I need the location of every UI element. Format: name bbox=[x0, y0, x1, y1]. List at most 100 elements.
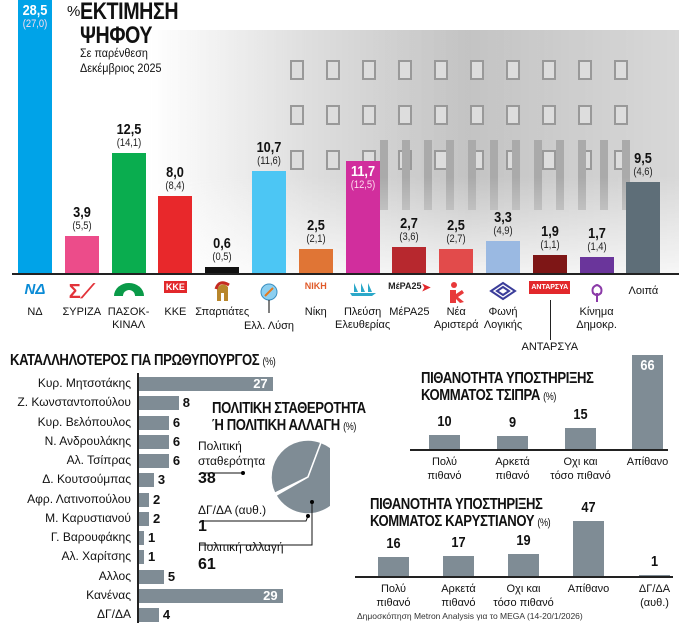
party-bar bbox=[626, 182, 661, 273]
pm-bar bbox=[139, 569, 164, 584]
column-category-label: Αρκετά πιθανό bbox=[472, 455, 553, 483]
nd-logo-icon: ΝΔ bbox=[24, 281, 46, 298]
percent-sign: % bbox=[67, 3, 81, 20]
subtitle-line: Δεκέμβριος 2025 bbox=[80, 61, 162, 75]
category-line: Οχι και bbox=[506, 583, 541, 595]
pm-axis-line bbox=[137, 373, 139, 623]
pm-candidate-label: Δ. Κουτσούμπας bbox=[42, 472, 131, 487]
spartan-helmet-icon bbox=[197, 281, 247, 305]
column-value-label: 66 bbox=[640, 357, 655, 375]
karystianou-title-line: ΚΟΜΜΑΤΟΣ ΚΑΡΥΣΤΙΑΝΟΥ bbox=[370, 513, 535, 530]
pie-leader-dot bbox=[241, 471, 245, 475]
building-column bbox=[446, 140, 454, 210]
category-line: Πολύ bbox=[431, 456, 458, 468]
building-window bbox=[290, 105, 304, 125]
party-name-label: Λοιπά bbox=[606, 285, 679, 298]
party-bar bbox=[158, 196, 193, 273]
party-previous-value-label: (5,5) bbox=[72, 219, 92, 232]
pm-candidate-label: Ζ. Κωνσταντοπούλου bbox=[17, 395, 131, 410]
party-value-label: 2,5 bbox=[306, 217, 325, 235]
party-name-label: ΜέΡΑ25 bbox=[372, 306, 446, 319]
party-name-label: ΠΑΣΟΚ- ΚΙΝΑΛ bbox=[92, 306, 166, 332]
source-note: Δημοσκόπηση Metron Analysis για το MEGA … bbox=[357, 611, 583, 621]
party-name-label: ΑΝΤΑΡΣΥΑ bbox=[513, 341, 587, 354]
tsipras-title-line: ΚΟΜΜΑΤΟΣ ΤΣΙΠΡΑ bbox=[421, 387, 540, 404]
building-window bbox=[398, 105, 412, 125]
party-name-line: Πλεύση bbox=[343, 306, 382, 318]
party-bar bbox=[439, 249, 474, 273]
pie-leader-dot bbox=[310, 500, 314, 504]
antarsya-leader-line bbox=[549, 300, 551, 340]
pm-candidate-label: Ν. Ανδρουλάκης bbox=[44, 433, 131, 448]
column-bar bbox=[429, 434, 460, 449]
pie-chart bbox=[200, 439, 330, 546]
column-value-label: 19 bbox=[516, 531, 531, 549]
party-name-label: Ελλ. Λύση bbox=[232, 320, 306, 333]
column-bar bbox=[508, 553, 539, 576]
party-bar bbox=[486, 241, 520, 273]
pm-candidate-label: Αφρ. Λατινοπούλου bbox=[27, 491, 131, 506]
column-bar bbox=[639, 574, 670, 576]
pm-title-unit: (%) bbox=[262, 356, 276, 368]
main-title: ΕΚΤΙΜΗΣΗ ΨΗΦΟΥ bbox=[80, 0, 179, 49]
x-axis-line bbox=[12, 273, 679, 275]
party-previous-value-label: (4,9) bbox=[493, 225, 513, 238]
building-window bbox=[326, 60, 340, 80]
building-column bbox=[512, 140, 520, 210]
plefsi-ships-icon bbox=[338, 281, 388, 305]
pm-bar bbox=[139, 415, 169, 430]
subtitle-line: Σε παρένθεση bbox=[80, 46, 148, 60]
parliament-building-photo bbox=[150, 30, 679, 275]
column-value-label: 1 bbox=[650, 552, 659, 570]
pm-chart-title: ΚΑΤΑΛΛΗΛΟΤΕΡΟΣ ΓΙΑ ΠΡΩΘΥΠΟΥΡΓΟΣ (%) bbox=[10, 352, 276, 370]
category-line: Αρκετά bbox=[495, 456, 530, 468]
party-name-line: Κίνημα bbox=[579, 306, 614, 318]
category-line: Απίθανο bbox=[567, 583, 610, 595]
party-name-line: ΜέΡΑ25 bbox=[389, 306, 430, 318]
kinima-dimokr-flower-icon bbox=[572, 281, 622, 305]
building-window bbox=[506, 60, 520, 80]
category-line: Απίθανο bbox=[626, 456, 669, 468]
building-column bbox=[534, 140, 542, 210]
party-name-line: Σπαρτιάτες bbox=[195, 306, 250, 318]
pm-value-label: 27 bbox=[253, 376, 268, 391]
party-name-line: Φωνή bbox=[488, 306, 518, 318]
category-line: Αρκετά bbox=[441, 583, 476, 595]
column-category-label: Πολύ πιθανό bbox=[353, 582, 434, 610]
category-line: πιθανό bbox=[376, 597, 411, 609]
party-value-label: 2,7 bbox=[400, 215, 419, 233]
pm-bar bbox=[139, 396, 179, 411]
building-column bbox=[424, 140, 432, 210]
column-bar bbox=[378, 557, 409, 576]
party-name-label: Φωνή Λογικής bbox=[466, 306, 540, 332]
party-previous-value-label: (1,4) bbox=[586, 240, 607, 253]
category-line: ΔΓ/ΔΑ bbox=[638, 583, 671, 595]
building-window bbox=[362, 60, 376, 80]
pm-bar bbox=[139, 434, 169, 449]
pie-leader-dot bbox=[306, 514, 310, 518]
party-name-label: ΝΔ bbox=[0, 306, 72, 319]
building-window bbox=[434, 60, 448, 80]
building-window bbox=[290, 60, 304, 80]
party-previous-value-label: (3,6) bbox=[399, 231, 420, 244]
building-column bbox=[402, 140, 410, 210]
column-bar bbox=[443, 556, 474, 576]
party-value-label: 12,5 bbox=[116, 121, 141, 139]
party-bar bbox=[579, 256, 614, 273]
party-name-line: Αριστερά bbox=[433, 319, 479, 331]
pm-candidate-label: Αλλος bbox=[98, 568, 131, 583]
column-category-label: Οχι και τόσο πιθανό bbox=[540, 455, 621, 483]
niki-logo-icon: ΝΙΚΗ bbox=[304, 281, 327, 291]
pie-slice-value: 38 bbox=[198, 470, 216, 487]
pm-candidate-label: Γ. Βαρουφάκης bbox=[50, 530, 131, 544]
column-category-label: ΔΓ/ΔΑ (αυθ.) bbox=[614, 582, 679, 610]
party-name-line: Δημοκρ. bbox=[576, 319, 617, 331]
tsipras-axis-line bbox=[410, 449, 668, 451]
column-bar bbox=[497, 436, 528, 449]
pie-slice bbox=[274, 441, 330, 515]
party-bar bbox=[298, 249, 333, 273]
pie-title-line: Ή ΠΟΛΙΤΙΚΗ ΑΛΛΑΓΗ bbox=[212, 417, 340, 434]
building-window bbox=[326, 150, 340, 170]
party-name-line: Λοιπά bbox=[628, 285, 659, 297]
party-name-line: ΝΔ bbox=[27, 306, 43, 318]
